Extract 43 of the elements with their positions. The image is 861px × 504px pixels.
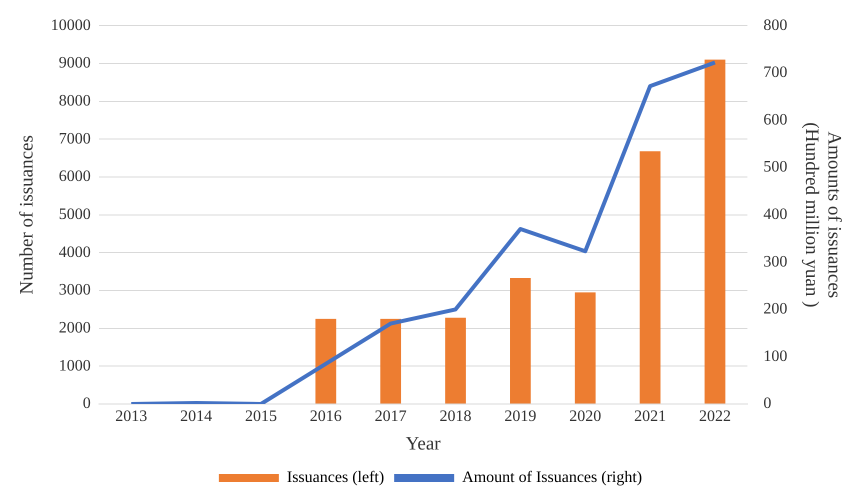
y-tick-label: 2000 <box>58 320 91 337</box>
y2-tick-label: 700 <box>763 64 788 82</box>
bar <box>445 318 466 404</box>
bar <box>510 278 531 404</box>
y-tick-label: 7000 <box>58 130 91 148</box>
text: Amounts of issuances <box>824 131 845 298</box>
bar <box>574 292 596 404</box>
y2-tick-label: 200 <box>763 300 788 318</box>
y2-tick-label: 500 <box>763 158 788 176</box>
legend-label: Amount of Issuances (right) <box>462 469 642 486</box>
y-tick-label: 10000 <box>50 16 91 34</box>
y-tick-label: 6000 <box>58 168 91 186</box>
y-tick-label: 1000 <box>58 357 91 374</box>
bar <box>704 60 726 404</box>
bar <box>315 318 336 404</box>
y2-tick-label: 0 <box>763 395 772 412</box>
y-tick-label: 9000 <box>58 54 91 72</box>
x-tick-label: 2021 <box>634 408 666 425</box>
y-tick-label: 3000 <box>58 282 91 299</box>
x-tick-label: 2019 <box>504 408 536 425</box>
x-tick-label: 2013 <box>115 408 148 425</box>
y-tick-label: 8000 <box>58 92 91 110</box>
y-tick-label: 4000 <box>58 244 91 261</box>
y-tick-label: 5000 <box>58 206 91 224</box>
y-axis-title: Number of issuances <box>16 135 38 294</box>
x-tick-label: 2015 <box>244 408 277 425</box>
bar <box>380 318 402 404</box>
x-tick-label: 2020 <box>569 408 602 425</box>
y-tick-label: 0 <box>82 395 91 412</box>
y2-tick-label: 400 <box>763 206 788 224</box>
x-axis-title: Year <box>406 434 442 455</box>
bar <box>640 151 660 404</box>
x-tick-label: 2018 <box>440 408 472 425</box>
x-tick-label: 2016 <box>310 408 342 425</box>
text: (Hundred million yuan ) <box>800 122 822 308</box>
y2-tick-label: 600 <box>763 111 788 128</box>
y2-tick-label: 300 <box>763 253 788 270</box>
x-tick-label: 2022 <box>698 408 731 425</box>
legend-label: Issuances (left) <box>286 469 384 486</box>
y2-tick-label: 100 <box>763 348 788 365</box>
x-tick-label: 2017 <box>374 408 407 425</box>
x-tick-label: 2014 <box>180 408 212 425</box>
y2-tick-label: 800 <box>763 16 788 34</box>
